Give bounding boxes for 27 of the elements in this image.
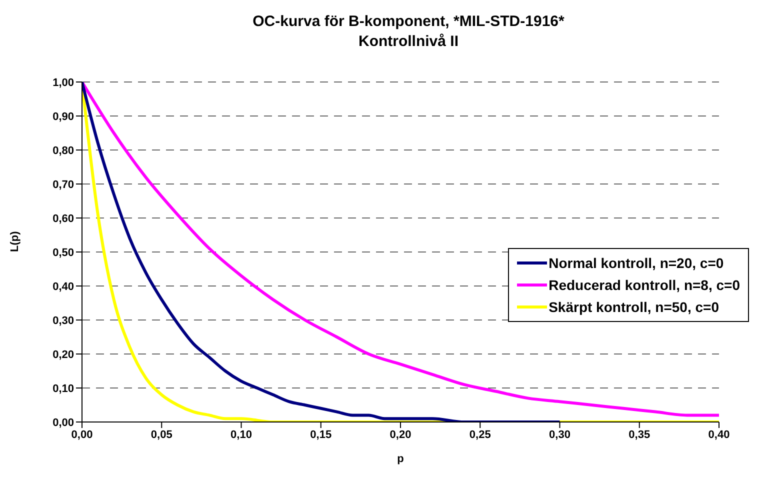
chart-subtitle: Kontrollnivå II	[357, 32, 460, 52]
x-tick-label: 0,15	[310, 428, 332, 441]
y-tick-label: 0,60	[52, 212, 74, 225]
x-tick-label: 0,35	[628, 428, 650, 441]
y-tick-label: 0,90	[52, 110, 74, 123]
x-tick-label: 0,20	[390, 428, 412, 441]
x-tick-label: 0,25	[469, 428, 491, 441]
x-tick-label: 0,00	[71, 428, 93, 441]
y-tick-label: 1,00	[52, 76, 74, 89]
legend-label: Normal kontroll, n=20, c=0	[548, 254, 724, 273]
y-tick-label: 0,50	[52, 246, 74, 259]
x-tick-label: 0,05	[150, 428, 172, 441]
y-tick-label: 0,20	[52, 348, 74, 361]
y-tick-label: 0,30	[52, 314, 74, 327]
legend-label: Skärpt kontroll, n=50, c=0	[548, 298, 719, 317]
y-tick-label: 0,00	[52, 416, 74, 429]
y-tick-label: 0,40	[52, 280, 74, 293]
x-tick-label: 0,40	[708, 428, 730, 441]
x-axis-title: p	[397, 453, 404, 465]
y-tick-label: 0,10	[52, 382, 74, 395]
legend-label: Reducerad kontroll, n=8, c=0	[548, 276, 740, 295]
y-tick-label: 0,70	[52, 178, 74, 191]
chart-title: OC-kurva för B-komponent, *MIL-STD-1916*	[252, 12, 566, 32]
x-tick-label: 0,30	[549, 428, 570, 441]
y-tick-label: 0,80	[52, 144, 74, 157]
y-axis-title: L(p)	[8, 230, 21, 252]
x-tick-label: 0,10	[230, 428, 252, 441]
